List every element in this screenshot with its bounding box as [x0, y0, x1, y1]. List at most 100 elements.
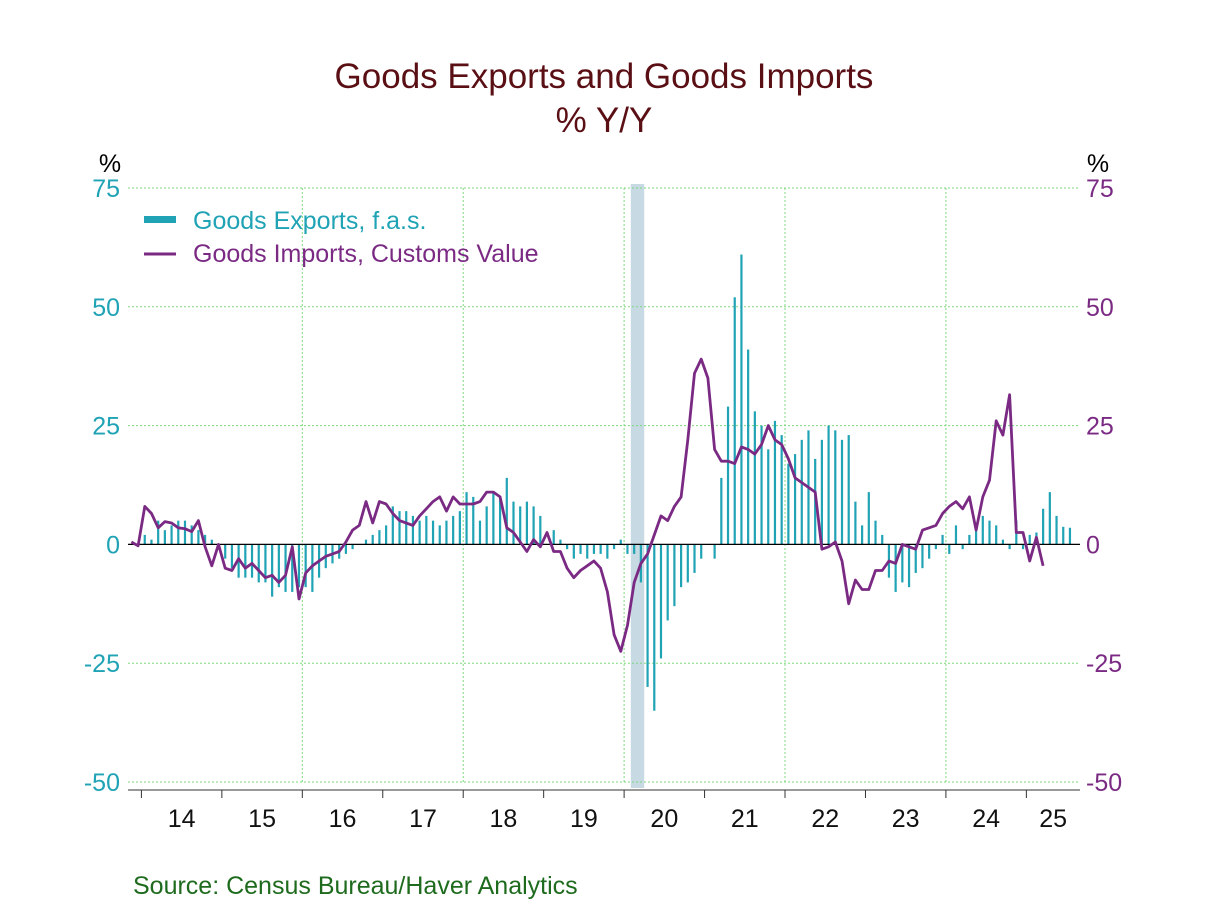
- x-tick-label: 24: [972, 805, 1000, 833]
- legend-exports-swatch: [144, 216, 176, 223]
- export-bar: [465, 492, 468, 545]
- export-bar: [693, 544, 696, 573]
- y-tick-label-left: 75: [92, 175, 120, 203]
- export-bar: [539, 515, 542, 545]
- export-bar: [834, 430, 837, 545]
- export-bar: [472, 496, 475, 545]
- x-tick-label: 25: [1039, 805, 1067, 833]
- export-bar: [271, 544, 274, 597]
- export-bar: [177, 520, 180, 545]
- export-bar: [954, 525, 958, 545]
- export-bar: [854, 501, 857, 545]
- export-bar: [948, 544, 951, 554]
- export-bar: [679, 544, 683, 588]
- legend-exports-label: Goods Exports, f.a.s.: [193, 207, 426, 235]
- export-bar: [559, 539, 562, 545]
- export-bar: [686, 544, 689, 583]
- x-tick-label: 19: [570, 805, 598, 833]
- export-bar: [914, 544, 917, 573]
- export-bar: [592, 544, 596, 554]
- export-bar: [519, 506, 522, 545]
- export-bar: [1055, 515, 1058, 545]
- imports-line: [130, 357, 1045, 653]
- export-bar: [572, 544, 575, 559]
- y-tick-label-right: 50: [1086, 294, 1114, 322]
- export-bar: [881, 534, 884, 545]
- export-bar: [626, 544, 629, 554]
- y-tick-label-right: -50: [1086, 769, 1122, 797]
- export-bar: [291, 544, 294, 592]
- export-bar: [861, 525, 864, 545]
- export-bar: [224, 544, 227, 559]
- export-bar: [1062, 526, 1065, 545]
- export-bar: [277, 544, 280, 588]
- export-bar: [1021, 544, 1025, 550]
- export-bar: [458, 511, 461, 545]
- export-bar: [478, 520, 482, 545]
- export-bar: [1008, 544, 1011, 550]
- export-bar: [344, 544, 347, 554]
- legend-imports-label: Goods Imports, Customs Value: [193, 240, 539, 268]
- export-bar: [740, 254, 743, 545]
- export-bar: [1068, 527, 1072, 545]
- x-tick-label: 22: [811, 805, 839, 833]
- export-bar: [894, 544, 897, 592]
- export-bar: [646, 544, 649, 687]
- export-bar: [606, 544, 609, 559]
- export-bar: [170, 525, 173, 545]
- export-bar: [1001, 539, 1005, 545]
- export-bar: [586, 544, 589, 559]
- export-bar: [666, 544, 669, 621]
- x-tick-label: 15: [248, 805, 276, 833]
- x-tick-label: 20: [650, 805, 678, 833]
- export-bar: [988, 520, 991, 545]
- export-bar: [398, 511, 401, 545]
- y-tick-label-left: -50: [84, 769, 120, 797]
- y-tick-label-right: 25: [1086, 413, 1114, 441]
- export-bar: [210, 539, 213, 545]
- export-bar: [351, 544, 354, 550]
- export-bar: [431, 520, 435, 545]
- export-bar: [840, 439, 844, 545]
- export-bar: [713, 544, 716, 559]
- export-bar: [974, 525, 978, 545]
- export-bar: [921, 544, 924, 569]
- export-bar: [599, 544, 602, 554]
- legend: Goods Exports, f.a.s. Goods Imports, Cus…: [144, 207, 539, 268]
- export-bar: [760, 425, 763, 545]
- export-bar: [143, 534, 146, 545]
- export-bar: [284, 544, 287, 592]
- export-bar: [653, 544, 656, 711]
- export-bar: [847, 435, 850, 545]
- source-note: Source: Census Bureau/Haver Analytics: [133, 872, 578, 900]
- export-bar: [203, 534, 207, 545]
- export-bar: [968, 534, 971, 545]
- export-bar: [747, 349, 750, 545]
- export-bar: [505, 477, 508, 545]
- export-bar: [941, 534, 944, 545]
- export-bar: [418, 520, 421, 545]
- gridlines: [128, 187, 1080, 783]
- export-bar: [552, 530, 555, 545]
- export-bar: [633, 544, 636, 554]
- export-bar: [867, 492, 870, 545]
- export-bar: [304, 544, 307, 588]
- export-bar: [720, 477, 723, 545]
- export-bar: [995, 525, 998, 545]
- export-bar: [452, 515, 455, 545]
- export-bar: [190, 525, 193, 545]
- export-bar: [934, 544, 937, 550]
- export-bar: [425, 515, 428, 545]
- recession-shading: [630, 184, 645, 788]
- y-tick-label-right: 75: [1086, 175, 1114, 203]
- export-bar: [673, 544, 676, 607]
- export-bar: [566, 544, 569, 550]
- export-bar: [438, 525, 441, 545]
- export-bar: [378, 530, 381, 545]
- x-tick-label: 16: [329, 805, 357, 833]
- x-tick-label: 18: [490, 805, 518, 833]
- export-bar: [364, 539, 368, 545]
- export-bar: [244, 544, 247, 578]
- export-bar: [753, 411, 756, 545]
